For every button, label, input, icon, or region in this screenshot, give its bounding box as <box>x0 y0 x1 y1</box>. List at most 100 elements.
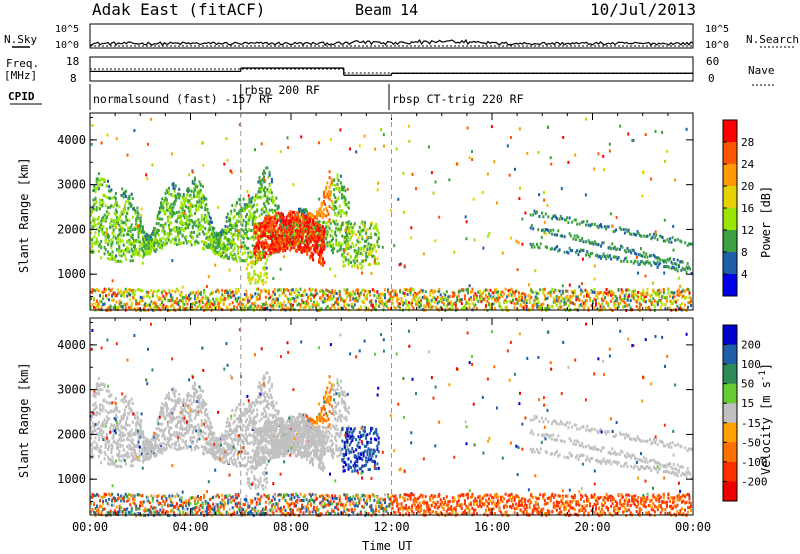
power-cell <box>209 220 212 224</box>
power-cell <box>233 305 236 309</box>
power-cell <box>165 237 168 241</box>
power-cell <box>234 256 237 260</box>
power-cell <box>417 305 420 309</box>
power-cell <box>305 238 308 242</box>
power-cell <box>551 232 553 236</box>
power-cell <box>548 291 551 295</box>
power-cell <box>485 288 487 292</box>
power-cell <box>282 215 285 219</box>
power-cell <box>546 228 548 232</box>
power-cell <box>281 236 284 240</box>
power-cell <box>252 211 255 215</box>
power-cell <box>246 307 249 310</box>
power-cell <box>549 247 552 251</box>
power-cell <box>283 255 286 259</box>
power-cell <box>107 233 109 237</box>
power-cell <box>311 223 314 227</box>
power-cell <box>134 228 137 232</box>
power-cell <box>215 297 218 301</box>
power-cell <box>532 227 535 231</box>
power-cell <box>533 209 536 213</box>
power-cell <box>346 241 349 245</box>
power-cell <box>318 207 321 211</box>
power-cell <box>278 218 281 221</box>
power-cell <box>690 271 693 275</box>
freq-label-line2: [MHz] <box>4 69 37 82</box>
power-cell <box>191 179 194 183</box>
power-cell <box>472 306 475 310</box>
power-cell <box>297 211 299 215</box>
power-cell <box>311 213 314 217</box>
power-cell <box>326 192 329 196</box>
power-cell <box>680 240 683 244</box>
power-cell <box>579 248 582 252</box>
power-cell <box>445 298 448 302</box>
power-cell <box>165 294 168 298</box>
power-cell <box>256 203 259 207</box>
power-cell <box>358 144 361 148</box>
power-cell <box>338 210 341 214</box>
power-cell <box>352 297 355 301</box>
power-cell <box>249 211 252 215</box>
power-cell <box>360 247 363 251</box>
power-cell <box>127 247 130 251</box>
power-cell <box>251 221 254 225</box>
power-cell <box>315 230 317 234</box>
power-cell <box>241 223 244 227</box>
power-cell <box>610 293 613 297</box>
power-cell <box>120 249 123 253</box>
power-cell <box>519 303 522 307</box>
power-cell <box>436 290 439 293</box>
power-cell <box>362 249 365 253</box>
power-cell <box>189 204 192 207</box>
power-cell <box>114 208 117 212</box>
power-cell <box>282 213 284 217</box>
power-cell <box>367 251 370 255</box>
power-cell <box>269 303 272 307</box>
power-cell <box>268 170 271 174</box>
power-cell <box>175 297 178 301</box>
power-cell <box>554 288 557 292</box>
power-cell <box>200 218 203 222</box>
power-cell <box>162 201 165 205</box>
power-cell <box>662 260 665 264</box>
power-cell <box>256 194 259 198</box>
power-cell <box>139 295 142 299</box>
nsearch-tick-bottom: 10^0 <box>705 40 729 51</box>
power-cell <box>652 232 655 236</box>
power-cell <box>245 267 248 271</box>
power-cell <box>482 291 484 295</box>
power-cell <box>299 294 302 298</box>
power-cell <box>468 284 471 288</box>
power-cell <box>323 297 326 301</box>
power-cell <box>103 213 106 217</box>
power-cell <box>332 202 334 206</box>
power-cell <box>399 262 402 266</box>
power-cell <box>632 297 635 300</box>
power-cell <box>146 241 149 245</box>
power-cell <box>249 255 252 259</box>
power-cell <box>321 263 324 267</box>
power-cell <box>364 305 367 309</box>
power-cell <box>311 228 314 232</box>
power-cell <box>190 213 193 217</box>
power-cell <box>273 237 276 241</box>
power-cell <box>257 274 260 278</box>
power-cell <box>111 287 114 291</box>
power-cell <box>235 200 238 204</box>
power-cell <box>154 241 157 245</box>
power-cell <box>448 295 451 299</box>
power-cell <box>259 271 262 275</box>
power-cell <box>332 305 335 308</box>
power-cell <box>156 240 159 244</box>
power-cell <box>309 235 312 239</box>
power-cell <box>342 186 345 190</box>
power-cell <box>322 214 325 217</box>
power-cell <box>421 289 424 293</box>
power-cell <box>113 256 116 260</box>
power-cell <box>371 254 374 258</box>
power-cell <box>161 299 164 303</box>
power-cell <box>137 216 140 220</box>
power-cell <box>161 205 164 209</box>
power-cell <box>278 305 281 309</box>
